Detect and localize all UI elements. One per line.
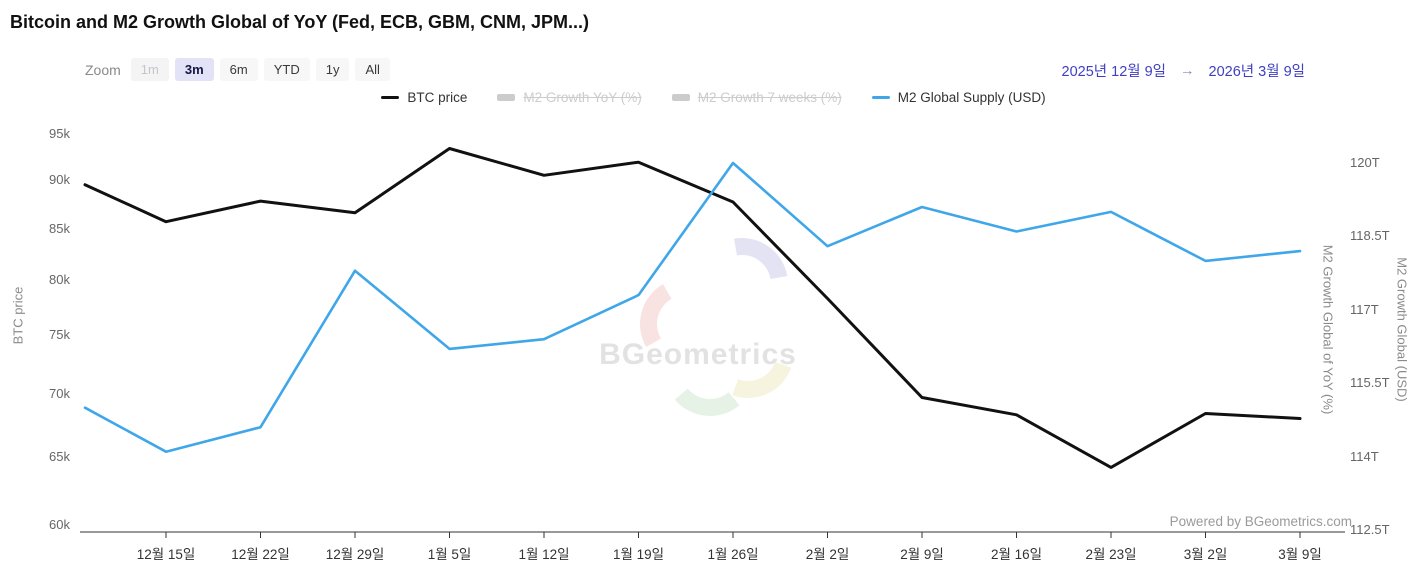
legend-marker [381, 96, 400, 99]
x-axis-label: 2월 16일 [990, 547, 1043, 562]
y-axis-left-label: 90k [49, 172, 70, 187]
right-axis-title-yoy: M2 Growth Global of YoY (%) [1320, 244, 1336, 415]
chart-title: Bitcoin and M2 Growth Global of YoY (Fed… [10, 12, 590, 32]
legend-item-label: M2 Growth 7 weeks (%) [697, 90, 842, 105]
range-to[interactable]: 2026년 3월 9일 [1208, 64, 1305, 80]
y-axis-right-label: 112.5T [1350, 522, 1390, 537]
zoom-button-all[interactable]: All [355, 58, 390, 81]
legend: BTC price M2 Growth YoY (%) M2 Growth 7 we… [0, 90, 1427, 105]
x-axis-label: 12월 29일 [325, 547, 385, 562]
x-axis-label: 3월 2일 [1183, 547, 1228, 562]
date-range: 2025년 12월 9일 → 2026년 3월 9일 [1062, 60, 1306, 81]
left-axis-title: BTC price [10, 286, 26, 345]
range-arrow-icon: → [1180, 62, 1195, 79]
x-axis-label: 1월 19일 [612, 547, 665, 562]
x-axis-label: 2월 23일 [1085, 547, 1137, 562]
x-axis-label: 3월 9일 [1278, 547, 1322, 562]
y-axis-left-label: 65k [49, 448, 70, 464]
y-axis-left-label: 80k [49, 272, 70, 288]
y-axis-right-label: 114T [1350, 448, 1379, 464]
y-axis-right-label: 120T [1350, 155, 1380, 170]
zoom-button-ytd[interactable]: YTD [263, 58, 310, 81]
legend-marker [671, 94, 690, 101]
zoom-label: Zoom [85, 61, 121, 78]
y-axis-right-label: 115.5T [1350, 375, 1390, 391]
y-axis-left-label: 95k [49, 126, 70, 141]
series-line-m2-global-supply-usd [83, 161, 1302, 454]
y-axis-right-label: 117T [1350, 301, 1379, 317]
y-axis-left-label: 75k [49, 327, 70, 343]
zoom-button-6m[interactable]: 6m [219, 58, 258, 81]
legend-item-m2-growth-yoy[interactable]: M2 Growth YoY (%) [497, 90, 642, 105]
zoom-button-3m[interactable]: 3m [174, 58, 214, 81]
x-axis-label: 12월 15일 [136, 547, 196, 562]
zoom-button-1m: 1m [130, 58, 169, 81]
legend-item-label: M2 Global Supply (USD) [897, 90, 1046, 105]
legend-item-label: BTC price [407, 90, 468, 105]
watermark-text: BGeometrics [599, 338, 797, 371]
y-axis-left-label: 85k [49, 220, 70, 236]
range-from[interactable]: 2025년 12월 9일 [1061, 64, 1167, 80]
right-axis-title-usd: M2 Growth Global (USD) [1394, 257, 1410, 402]
legend-item-label: M2 Growth YoY (%) [523, 90, 642, 105]
legend-marker [871, 96, 890, 99]
x-axis-label: 1월 5일 [427, 547, 472, 562]
x-axis-label: 12월 22일 [231, 547, 290, 562]
x-axis-label: 2월 9일 [900, 547, 944, 562]
legend-item-m2-global-supply-usd[interactable]: M2 Global Supply (USD) [871, 90, 1046, 105]
y-axis-left-label: 60k [49, 517, 70, 532]
zoom-button-1y[interactable]: 1y [315, 58, 350, 81]
zoom-toolbar: Zoom 1m 3m 6m YTD 1y All [85, 58, 390, 81]
series-line-btc-price [83, 147, 1302, 469]
powered-by-link[interactable]: Powered by BGeometrics.com [1169, 514, 1352, 529]
legend-item-btc-price[interactable]: BTC price [381, 90, 467, 105]
legend-marker [497, 94, 516, 101]
x-axis-label: 1월 12일 [518, 547, 570, 562]
legend-item-m2-growth-7-weeks[interactable]: M2 Growth 7 weeks (%) [671, 90, 842, 105]
y-axis-right-label: 118.5T [1350, 228, 1390, 244]
x-axis-label: 2월 2일 [805, 547, 850, 562]
x-axis-label: 1월 26일 [707, 547, 759, 562]
y-axis-left-label: 70k [49, 385, 70, 401]
